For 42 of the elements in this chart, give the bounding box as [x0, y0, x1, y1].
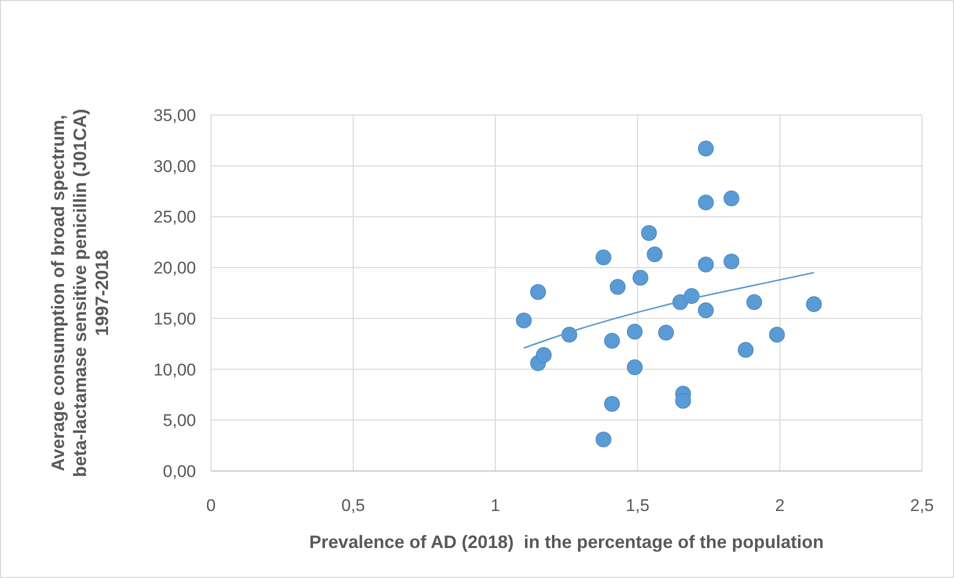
y-tick-label: 10,00	[153, 360, 196, 380]
x-axis-title: Prevalence of AD (2018) in the percentage of the population	[309, 532, 824, 552]
y-tick-label: 30,00	[153, 156, 196, 176]
point	[536, 347, 552, 363]
point	[746, 294, 762, 310]
point	[806, 296, 822, 312]
y-tick-label: 35,00	[153, 106, 196, 125]
point	[698, 140, 714, 156]
point	[516, 312, 532, 328]
y-tick-label: 15,00	[153, 309, 196, 328]
point	[626, 324, 643, 340]
point	[769, 326, 785, 343]
x-tick-label: 2	[775, 496, 785, 515]
point	[698, 302, 714, 318]
point	[604, 332, 620, 349]
y-tick-label: 25,00	[153, 208, 196, 227]
point	[596, 250, 612, 266]
x-tick-label: 1	[490, 496, 500, 515]
point	[604, 396, 620, 412]
y-tick-label: 0,00	[162, 462, 196, 481]
x-tick-label: 0	[206, 496, 216, 515]
y-tick-label: 20,00	[153, 258, 196, 278]
point	[610, 278, 626, 295]
x-tick-label: 0,5	[341, 496, 366, 515]
point	[658, 324, 674, 341]
point	[646, 246, 663, 262]
point	[675, 392, 692, 409]
line-series	[523, 272, 815, 349]
point	[626, 359, 643, 376]
point	[738, 342, 754, 358]
point	[632, 270, 648, 286]
y-axis-title: Average consumption of broad spectrum, beta-lactamase sensitive penicillin (J01CA) 1997-2018	[48, 108, 112, 478]
x-tick-label: 2,5	[910, 496, 934, 515]
x-tick-label: 1,5	[626, 496, 650, 515]
point	[724, 254, 740, 270]
point	[641, 225, 657, 241]
point	[698, 194, 714, 210]
point	[596, 432, 612, 448]
point	[530, 284, 546, 300]
y-tick-label: 5,00	[162, 411, 196, 430]
point	[698, 256, 714, 272]
point	[724, 190, 740, 206]
